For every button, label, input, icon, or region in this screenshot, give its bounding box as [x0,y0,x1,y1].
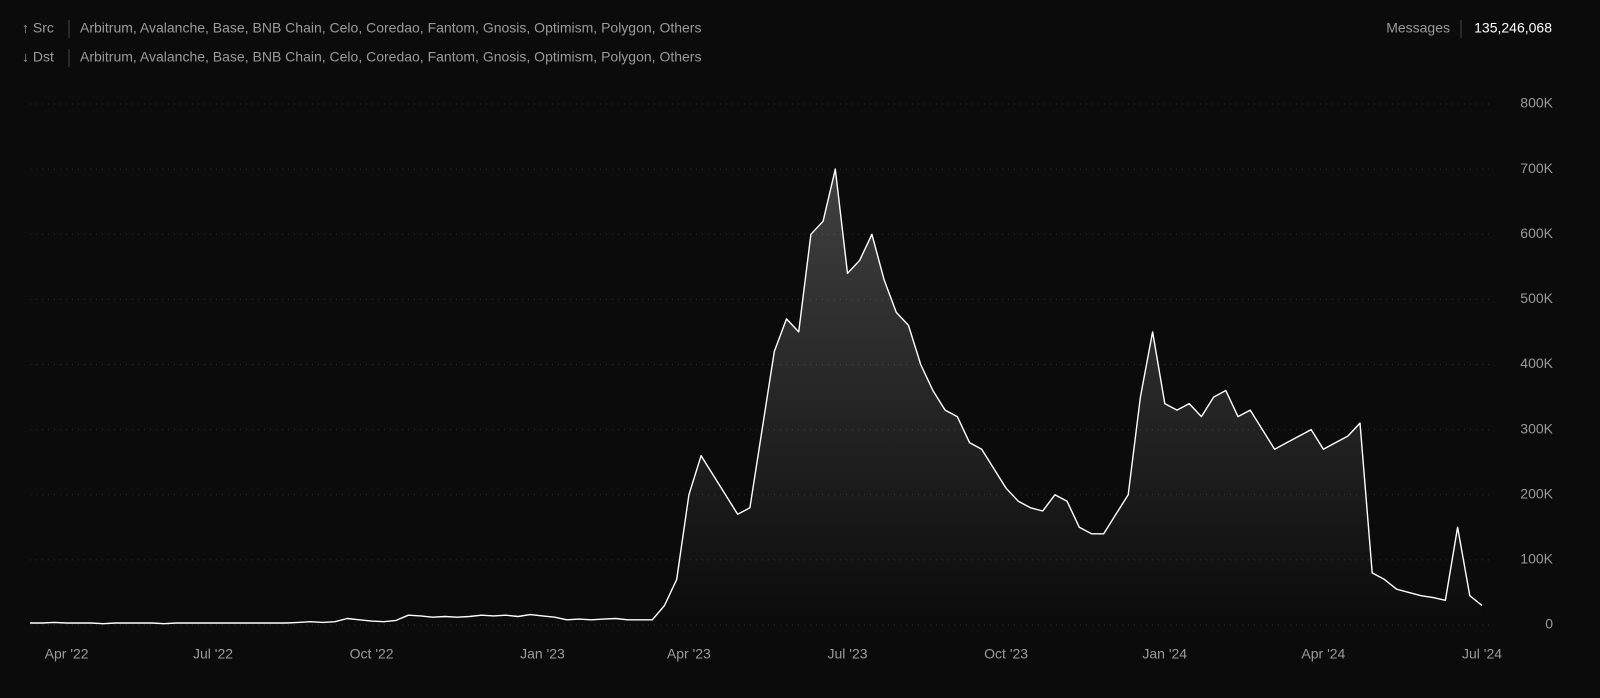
y-tick-label: 500K [1520,290,1553,306]
metric-label: Messages [1386,20,1450,36]
y-tick-label: 200K [1520,485,1553,501]
x-tick-label: Apr '23 [667,646,711,662]
y-tick-label: 0 [1545,616,1553,632]
x-tick-label: Apr '24 [1301,646,1345,662]
x-tick-label: Jul '24 [1462,646,1502,662]
x-tick-label: Apr '22 [45,646,89,662]
line [30,168,1483,625]
y-tick-label: 800K [1520,95,1553,111]
dst-label: ↓ Dst [22,49,54,65]
y-tick-label: 100K [1520,551,1553,567]
x-tick-label: Jul '23 [827,646,867,662]
src-value[interactable]: Arbitrum, Avalanche, Base, BNB Chain, Ce… [80,20,701,36]
x-tick-label: Jul '22 [193,646,233,662]
x-tick-label: Oct '23 [984,646,1028,662]
x-tick-label: Oct '22 [350,646,394,662]
y-tick-label: 400K [1520,355,1553,371]
y-tick-label: 700K [1520,160,1553,176]
dst-value[interactable]: Arbitrum, Avalanche, Base, BNB Chain, Ce… [80,49,701,65]
x-tick-label: Jan '24 [1142,646,1187,662]
y-tick-label: 600K [1520,225,1553,241]
x-tick-label: Jan '23 [520,646,565,662]
area-fill [30,169,1482,625]
y-tick-label: 300K [1520,420,1553,436]
src-label: ↑ Src [22,20,54,36]
metric-value: 135,246,068 [1474,20,1552,36]
